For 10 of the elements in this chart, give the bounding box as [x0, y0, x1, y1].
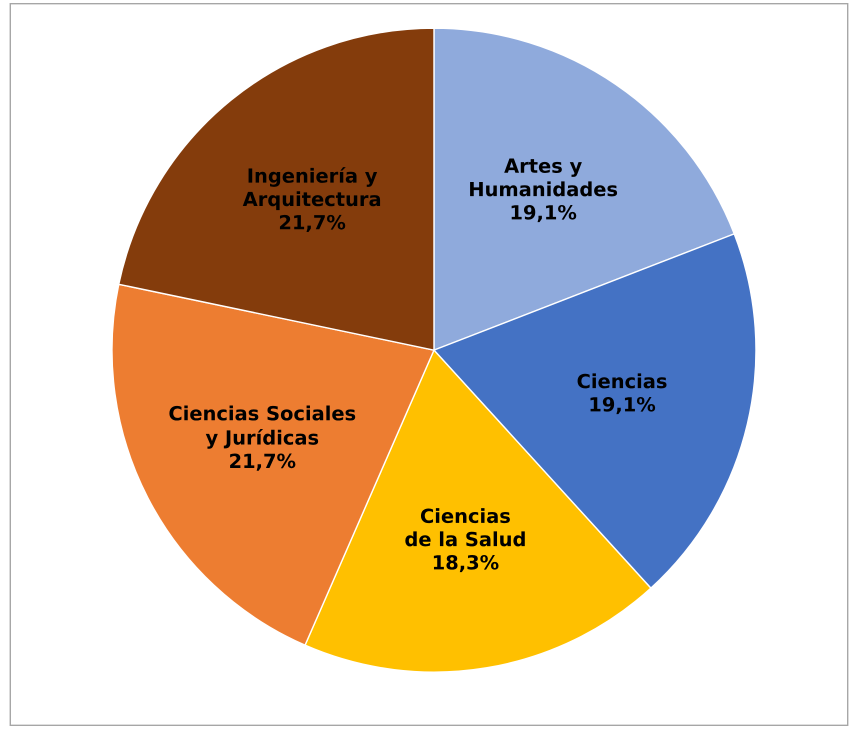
- data-label: 19,1%: [590, 396, 656, 414]
- data-label: 19,1%: [512, 204, 576, 222]
- slice-label: Ciencias: [578, 373, 667, 388]
- slice-label: Ingeniería y Arquitectura: [242, 167, 380, 210]
- data-label: 18,3%: [434, 554, 499, 572]
- data-label: 21,7%: [280, 214, 346, 232]
- slice-label: Ciencias de la Salud: [405, 508, 525, 546]
- slice-label: Ciencias Sociales y Jurídicas: [169, 406, 356, 449]
- data-label: 21,7%: [230, 454, 296, 471]
- slice-label: Artes y Humanidades: [470, 158, 618, 196]
